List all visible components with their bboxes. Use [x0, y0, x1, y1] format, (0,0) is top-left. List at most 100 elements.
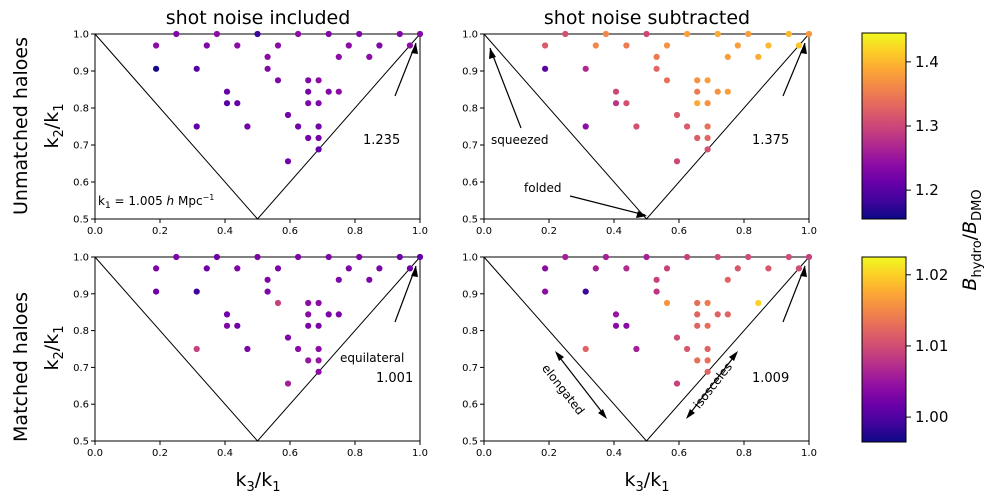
data-point	[765, 42, 772, 49]
data-point	[653, 276, 660, 283]
data-point	[153, 65, 160, 72]
data-point	[345, 265, 352, 272]
data-point	[274, 299, 282, 307]
panel-unmatched-subtracted: 0.0 0.2 0.4 0.6 0.8 1.0 0.5 0.6 0.7 0.8 0.9 1.0	[462, 30, 817, 238]
x-tick-label: 0.8	[347, 226, 363, 237]
y-tick-label: 0.8	[462, 104, 478, 115]
isosceles-arrow	[687, 353, 737, 417]
data-point	[734, 42, 741, 49]
data-point	[315, 357, 322, 364]
data-point	[335, 276, 342, 283]
data-point	[562, 30, 569, 38]
data-point	[203, 265, 210, 272]
data-point	[745, 30, 752, 38]
x-tick-label: 0.8	[347, 448, 363, 459]
y-tick-label: 0.8	[73, 104, 89, 115]
equilateral-value-top-right: 1.375	[752, 133, 789, 148]
elongated-arrowhead-down	[598, 409, 607, 419]
data-point	[335, 53, 342, 61]
data-point	[694, 299, 701, 307]
data-point	[623, 42, 630, 49]
folded-arrowhead	[636, 211, 647, 218]
elongated-arrow	[556, 353, 606, 417]
data-point	[223, 100, 231, 107]
data-point	[653, 65, 660, 72]
data-point	[315, 345, 322, 353]
y-axis-title-top: k2/k1	[41, 104, 67, 149]
data-point	[264, 53, 271, 61]
data-point	[284, 380, 292, 387]
data-point	[684, 30, 691, 38]
colorbar-tick-label: 1.02	[915, 266, 948, 284]
data-point	[612, 100, 620, 107]
x-tick-label: 0.2	[152, 448, 168, 459]
x-tick-label: 0.8	[736, 448, 752, 459]
x-tick-label: 0.0	[87, 448, 103, 459]
data-point	[673, 334, 681, 341]
isosceles-arrowhead-down	[686, 409, 695, 419]
data-point	[223, 88, 231, 95]
data-point	[704, 345, 711, 353]
y-tick-label: 0.5	[73, 215, 89, 226]
equilateral-label: equilateral	[340, 351, 404, 365]
y-tick-label: 1.0	[462, 30, 478, 41]
data-point	[315, 368, 322, 375]
plot-frame	[483, 256, 810, 442]
equilateral-arrowhead-top-left	[411, 43, 418, 54]
data-point	[305, 357, 312, 364]
x-tick-label: 0.6	[671, 448, 687, 459]
data-point	[153, 288, 160, 295]
plot-frame	[94, 33, 421, 220]
equilateral-value-bottom-right: 1.009	[752, 371, 789, 386]
data-point	[582, 288, 589, 295]
column-title-subtracted: shot noise subtracted	[544, 7, 750, 29]
x-tick-label: 0.0	[476, 226, 492, 237]
data-point	[704, 368, 711, 375]
data-point	[193, 345, 200, 353]
data-point	[335, 88, 342, 95]
y-tick-label: 0.9	[462, 67, 478, 78]
data-point	[653, 288, 660, 295]
data-point	[376, 42, 383, 49]
data-point	[582, 123, 589, 130]
data-point	[153, 42, 160, 49]
y-tick-label: 0.6	[73, 400, 89, 411]
data-point	[284, 111, 292, 119]
data-point	[153, 265, 160, 272]
data-point	[734, 265, 741, 272]
y-tick-label: 0.8	[73, 326, 89, 337]
data-point	[305, 100, 312, 107]
x-tick-label: 0.4	[606, 448, 622, 459]
y-tick-label: 0.7	[462, 141, 478, 152]
data-point	[785, 30, 792, 38]
data-point	[795, 42, 803, 49]
y-tick-label: 0.5	[73, 437, 89, 448]
y-tick-label: 0.8	[462, 326, 478, 337]
data-point	[315, 322, 322, 329]
triangle-boundary	[94, 256, 421, 442]
data-point	[295, 253, 302, 261]
x-tick-label: 1.0	[801, 226, 817, 237]
data-point	[366, 276, 373, 283]
data-point	[416, 30, 424, 38]
data-point	[542, 42, 549, 49]
data-point	[684, 253, 691, 261]
data-point	[416, 253, 424, 261]
y-tick-label: 0.7	[73, 141, 89, 152]
data-point	[582, 65, 589, 72]
data-point	[623, 265, 630, 272]
y-tick-label: 0.7	[462, 363, 478, 374]
data-point	[582, 345, 589, 353]
data-point	[612, 88, 620, 95]
data-point	[284, 158, 292, 165]
data-point	[254, 30, 261, 38]
data-point	[623, 100, 630, 107]
data-point	[714, 253, 721, 261]
data-point	[704, 322, 711, 329]
data-point	[193, 123, 200, 130]
data-point	[325, 30, 332, 38]
data-point	[704, 134, 711, 142]
row-title-unmatched: Unmatched haloes	[10, 37, 32, 215]
data-point	[694, 322, 701, 329]
x-tick-label: 1.0	[801, 448, 817, 459]
